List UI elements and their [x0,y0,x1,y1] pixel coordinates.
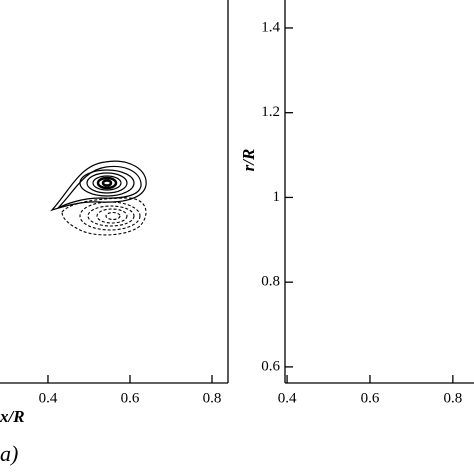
contour-line [101,179,113,187]
contour-line-negative [87,205,135,227]
y-tick-label: 1.2 [261,104,280,120]
y-axis-label: r/R [239,149,258,172]
x-axis-label: x/R [0,407,25,426]
y-tick-label: 1.4 [261,19,280,35]
x-tick-label: 0.8 [203,390,222,406]
y-tick-label: 1 [273,189,281,205]
x-tick-label: 0.4 [39,390,58,406]
contour-line [92,175,122,191]
contour-line-negative [79,201,141,231]
x-tick-label: 0.6 [361,390,380,406]
y-tick-label: 0.8 [261,274,280,290]
panel-label: a) [0,441,18,466]
contour-line-negative [105,211,121,221]
contour-line [57,165,142,209]
contour-line [86,172,128,194]
x-tick-label: 0.6 [121,390,140,406]
contour-line [50,160,147,212]
y-tick-label: 0.6 [261,358,280,374]
x-tick-label: 0.4 [278,390,297,406]
contour-line-negative [61,197,147,236]
contour-line [96,176,118,190]
x-tick-label: 0.8 [443,390,462,406]
contour-line-negative [96,208,128,224]
contour-line [79,169,135,197]
contours [50,160,147,236]
